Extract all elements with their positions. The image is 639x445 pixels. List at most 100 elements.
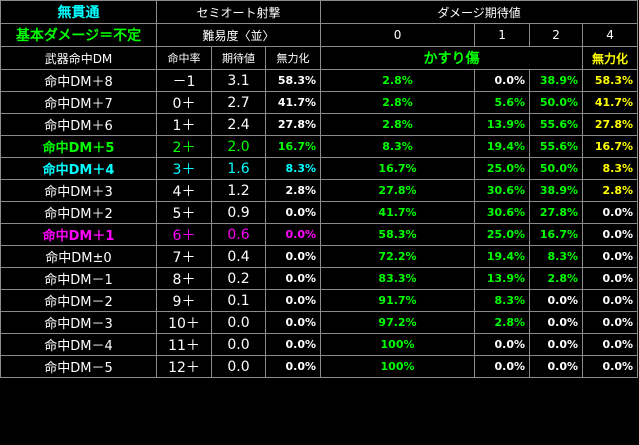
expected-value-cell: 0.4 bbox=[211, 245, 266, 268]
col-2-cell: 27.8% bbox=[529, 201, 584, 224]
nullify-cell: 0.0% bbox=[264, 355, 322, 378]
col-1-cell: 25.0% bbox=[474, 223, 531, 246]
hit-rate-cell: 0＋ bbox=[156, 91, 212, 114]
col-1-cell: 2.8% bbox=[474, 311, 531, 334]
weapon-dm-label: 武器命中DM bbox=[0, 46, 157, 70]
col-0-cell: 27.8% bbox=[320, 179, 476, 202]
col-0-cell: 97.2% bbox=[320, 311, 476, 334]
weapon-dm-cell: 命中DM－5 bbox=[0, 355, 157, 378]
weapon-dm-cell: 命中DM＋3 bbox=[0, 179, 157, 202]
weapon-dm-cell: 命中DM－2 bbox=[0, 289, 157, 312]
col-0-cell: 100% bbox=[320, 355, 476, 378]
col-2-cell: 55.6% bbox=[529, 113, 584, 136]
expected-value-cell: 0.0 bbox=[211, 333, 266, 356]
nullify-cell: 58.3% bbox=[264, 69, 322, 92]
col-2-cell: 0.0% bbox=[529, 311, 584, 334]
col-4-cell: 0.0% bbox=[582, 355, 639, 378]
nullify-cell: 0.0% bbox=[264, 333, 322, 356]
hit-rate-cell: 12＋ bbox=[156, 355, 212, 378]
col-1-cell: 30.6% bbox=[474, 179, 531, 202]
table-row: 命中DM－1 8＋ 0.2 0.0% 83.3% 13.9% 2.8% 0.0% bbox=[0, 267, 639, 290]
expected-value-cell: 1.6 bbox=[211, 157, 266, 180]
hit-rate-cell: 1＋ bbox=[156, 113, 212, 136]
col-4-cell: 2.8% bbox=[582, 179, 639, 202]
nullify-cell: 27.8% bbox=[264, 113, 322, 136]
col-4-cell: 0.0% bbox=[582, 289, 639, 312]
basic-damage-label: 基本ダメージ＝不定 bbox=[0, 23, 157, 47]
col-2-cell: 50.0% bbox=[529, 157, 584, 180]
hit-rate-cell: 11＋ bbox=[156, 333, 212, 356]
table-row: 命中DM＋2 5＋ 0.9 0.0% 41.7% 30.6% 27.8% 0.0% bbox=[0, 201, 639, 224]
table-row: 命中DM－4 11＋ 0.0 0.0% 100% 0.0% 0.0% 0.0% bbox=[0, 333, 639, 356]
table-row: 命中DM＋5 2＋ 2.0 16.7% 8.3% 19.4% 55.6% 16.7% bbox=[0, 135, 639, 158]
hit-rate-cell: 6＋ bbox=[156, 223, 212, 246]
col-0-cell: 2.8% bbox=[320, 91, 476, 114]
col-1-cell: 25.0% bbox=[474, 157, 531, 180]
col-4-cell: 0.0% bbox=[582, 267, 639, 290]
col-0-cell: 58.3% bbox=[320, 223, 476, 246]
nullify-cell: 0.0% bbox=[264, 245, 322, 268]
difficulty-label: 難易度〈並〉 bbox=[155, 23, 322, 47]
col-2-cell: 16.7% bbox=[529, 223, 584, 246]
weapon-dm-cell: 命中DM－4 bbox=[0, 333, 157, 356]
header-row-3: 武器命中DM 命中率 期待値 無力化 かすり傷 無力化 bbox=[0, 46, 639, 70]
table-row: 命中DM＋4 3＋ 1.6 8.3% 16.7% 25.0% 50.0% 8.3% bbox=[0, 157, 639, 180]
col-4-cell: 58.3% bbox=[582, 69, 639, 92]
expected-value-cell: 1.2 bbox=[211, 179, 266, 202]
col-2-cell: 8.3% bbox=[529, 245, 584, 268]
col-0-header: 0 bbox=[320, 23, 476, 47]
col-0-cell: 2.8% bbox=[320, 69, 476, 92]
hit-rate-cell: 9＋ bbox=[156, 289, 212, 312]
col-2-cell: 0.0% bbox=[529, 333, 584, 356]
expected-value-cell: 0.2 bbox=[211, 267, 266, 290]
damage-table: 無貫通 セミオート射撃 ダメージ期待値 基本ダメージ＝不定 難易度〈並〉 0 1… bbox=[0, 0, 639, 378]
weapon-dm-cell: 命中DM±0 bbox=[0, 245, 157, 268]
col-1-cell: 19.4% bbox=[474, 245, 531, 268]
nullify-cell: 0.0% bbox=[264, 223, 322, 246]
table-row: 命中DM＋3 4＋ 1.2 2.8% 27.8% 30.6% 38.9% 2.8% bbox=[0, 179, 639, 202]
nullify-cell: 0.0% bbox=[264, 311, 322, 334]
col-2-cell: 50.0% bbox=[529, 91, 584, 114]
nullify-cell: 0.0% bbox=[264, 289, 322, 312]
col-1-cell: 5.6% bbox=[474, 91, 531, 114]
header-row-1: 無貫通 セミオート射撃 ダメージ期待値 bbox=[0, 0, 639, 24]
col-4-cell: 27.8% bbox=[582, 113, 639, 136]
weapon-dm-cell: 命中DM＋6 bbox=[0, 113, 157, 136]
nullify2-label: 無力化 bbox=[582, 46, 639, 70]
weapon-dm-cell: 命中DM＋5 bbox=[0, 135, 157, 158]
col-0-cell: 83.3% bbox=[320, 267, 476, 290]
expected-value-cell: 0.9 bbox=[211, 201, 266, 224]
col-2-cell: 0.0% bbox=[529, 355, 584, 378]
table-row: 命中DM－2 9＋ 0.1 0.0% 91.7% 8.3% 0.0% 0.0% bbox=[0, 289, 639, 312]
nullify-cell: 16.7% bbox=[264, 135, 322, 158]
col-2-cell: 38.9% bbox=[529, 69, 584, 92]
expected-value-cell: 2.4 bbox=[211, 113, 266, 136]
weapon-dm-cell: 命中DM＋7 bbox=[0, 91, 157, 114]
col-4-cell: 0.0% bbox=[582, 333, 639, 356]
hit-rate-cell: －1 bbox=[156, 69, 212, 92]
weapon-dm-cell: 命中DM－1 bbox=[0, 267, 157, 290]
hit-rate-cell: 3＋ bbox=[156, 157, 212, 180]
nopen-label: 無貫通 bbox=[0, 0, 157, 24]
col-0-cell: 8.3% bbox=[320, 135, 476, 158]
col-4-cell: 0.0% bbox=[582, 201, 639, 224]
nullify-cell: 0.0% bbox=[264, 267, 322, 290]
col-0-cell: 100% bbox=[320, 333, 476, 356]
hit-rate-cell: 7＋ bbox=[156, 245, 212, 268]
col-2-cell: 55.6% bbox=[529, 135, 584, 158]
col-2-header: 2 bbox=[529, 23, 584, 47]
table-row: 命中DM＋1 6＋ 0.6 0.0% 58.3% 25.0% 16.7% 0.0% bbox=[0, 223, 639, 246]
graze-label: かすり傷 bbox=[320, 46, 584, 70]
col-1-cell: 30.6% bbox=[474, 201, 531, 224]
col-1-header: 1 bbox=[474, 23, 531, 47]
nullify-cell: 0.0% bbox=[264, 201, 322, 224]
col-4-cell: 0.0% bbox=[582, 223, 639, 246]
col-1-cell: 19.4% bbox=[474, 135, 531, 158]
table-row: 命中DM＋6 1＋ 2.4 27.8% 2.8% 13.9% 55.6% 27.8% bbox=[0, 113, 639, 136]
expected-value-cell: 2.0 bbox=[211, 135, 266, 158]
col-2-cell: 0.0% bbox=[529, 289, 584, 312]
col-4-cell: 0.0% bbox=[582, 245, 639, 268]
expected-value-cell: 0.0 bbox=[211, 355, 266, 378]
expected-value-cell: 2.7 bbox=[211, 91, 266, 114]
weapon-dm-cell: 命中DM＋4 bbox=[0, 157, 157, 180]
